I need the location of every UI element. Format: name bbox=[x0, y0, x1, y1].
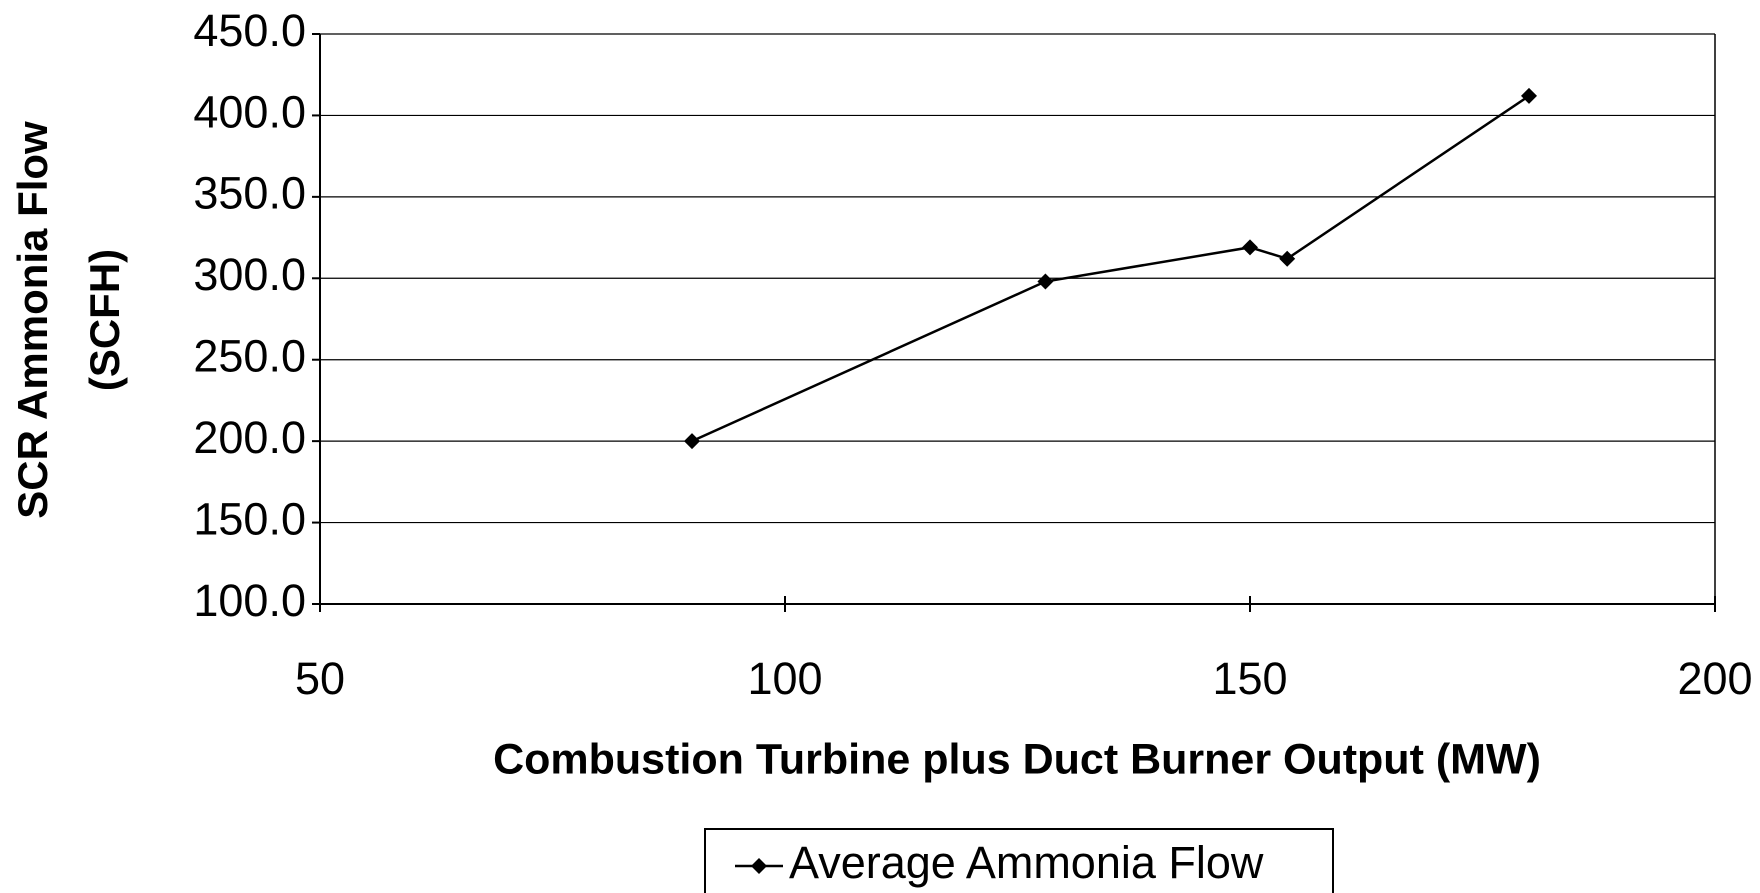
y-tick-label: 300.0 bbox=[193, 249, 306, 300]
y-axis-title: SCR Ammonia Flow bbox=[9, 121, 56, 519]
y-tick-label: 100.0 bbox=[193, 575, 306, 626]
x-tick-label: 150 bbox=[1212, 653, 1287, 704]
marker bbox=[1037, 273, 1054, 290]
y-tick-label: 450.0 bbox=[193, 5, 306, 56]
x-axis-title: Combustion Turbine plus Duct Burner Outp… bbox=[493, 735, 1541, 783]
x-tick-label: 100 bbox=[747, 653, 822, 704]
line bbox=[691, 94, 1530, 443]
marker bbox=[1279, 250, 1296, 267]
x-tick-label: 50 bbox=[295, 653, 345, 704]
legend-box bbox=[704, 828, 1334, 893]
x-tick-label: 200 bbox=[1677, 653, 1752, 704]
y-tick-label: 350.0 bbox=[193, 168, 306, 219]
marker bbox=[1242, 239, 1258, 256]
marker bbox=[1521, 87, 1537, 104]
marker bbox=[684, 433, 700, 450]
y-tick-label: 400.0 bbox=[193, 86, 306, 137]
legend-marker bbox=[751, 858, 767, 874]
y-tick-label: 150.0 bbox=[193, 493, 306, 544]
y-tick-label: 250.0 bbox=[193, 331, 306, 382]
y-axis-title: (SCFH) bbox=[81, 249, 128, 391]
y-tick-label: 200.0 bbox=[193, 412, 306, 463]
legend-label: Average Ammonia Flow bbox=[789, 837, 1264, 888]
